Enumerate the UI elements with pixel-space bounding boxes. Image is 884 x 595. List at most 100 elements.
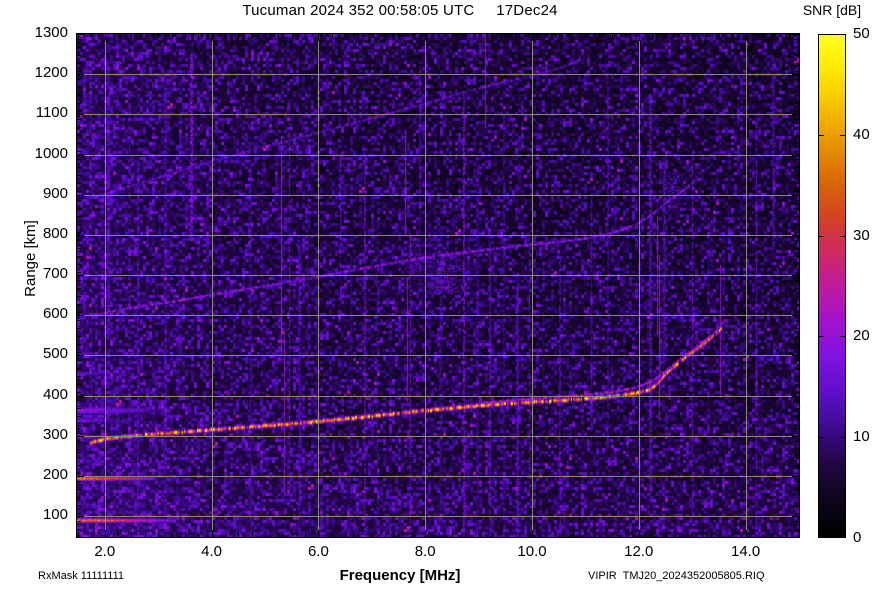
tick-mark xyxy=(638,533,640,537)
tick-mark xyxy=(77,223,81,225)
y-tick-label: 1300 xyxy=(34,24,68,41)
tick-mark xyxy=(77,287,81,289)
tick-mark xyxy=(795,512,799,514)
tick-mark xyxy=(558,34,560,38)
tick-mark xyxy=(795,263,799,265)
ionogram-canvas xyxy=(77,34,799,537)
tick-mark xyxy=(77,234,84,236)
tick-mark xyxy=(451,533,453,537)
tick-mark xyxy=(795,368,799,370)
tick-mark xyxy=(77,464,81,466)
tick-mark xyxy=(795,360,799,362)
tick-mark xyxy=(158,533,160,537)
tick-mark xyxy=(77,395,84,397)
rxmask-label: RxMask 11111111 xyxy=(38,570,125,582)
tick-mark xyxy=(371,34,373,38)
y-tick-label: 600 xyxy=(42,305,68,323)
tick-mark xyxy=(291,34,293,38)
tick-mark xyxy=(795,440,799,442)
tick-mark xyxy=(77,355,84,357)
tick-mark xyxy=(795,119,799,121)
tick-mark xyxy=(77,432,81,434)
tick-mark xyxy=(385,34,387,38)
tick-mark xyxy=(585,34,587,38)
tick-mark xyxy=(558,533,560,537)
tick-mark xyxy=(795,62,799,64)
tick-mark xyxy=(795,38,799,40)
tick-mark xyxy=(77,384,81,386)
colorbar-tick-label: 20 xyxy=(853,327,870,345)
tick-mark xyxy=(795,528,799,530)
tick-mark xyxy=(705,533,707,537)
y-tick-label: 300 xyxy=(42,425,68,443)
tick-mark xyxy=(411,34,413,38)
x-tick-label: 6.0 xyxy=(307,543,329,560)
tick-mark xyxy=(612,34,614,38)
tick-mark xyxy=(795,207,799,209)
tick-mark xyxy=(251,34,253,38)
tick-mark xyxy=(795,424,799,426)
tick-mark xyxy=(77,34,84,35)
tick-mark xyxy=(77,488,81,490)
tick-mark xyxy=(77,496,81,498)
tick-mark xyxy=(795,215,799,217)
ionogram-plot xyxy=(76,33,800,538)
tick-mark xyxy=(171,533,173,537)
tick-mark xyxy=(795,537,799,538)
tick-mark xyxy=(795,448,799,450)
tick-mark xyxy=(78,34,80,38)
tick-mark xyxy=(198,533,200,537)
tick-mark xyxy=(598,533,600,537)
tick-mark xyxy=(264,533,266,537)
tick-mark xyxy=(678,34,680,38)
tick-mark xyxy=(585,533,587,537)
tick-mark xyxy=(291,533,293,537)
tick-mark xyxy=(411,533,413,537)
tick-mark xyxy=(451,34,453,38)
tick-mark xyxy=(505,34,507,38)
tick-mark xyxy=(184,34,186,38)
tick-mark xyxy=(77,448,81,450)
tick-mark xyxy=(77,392,81,394)
tick-mark xyxy=(77,315,84,317)
tick-mark xyxy=(77,528,81,530)
tick-mark xyxy=(795,111,799,113)
tick-mark xyxy=(77,320,81,322)
colorbar-tick-mark xyxy=(818,336,824,338)
y-tick-label: 1000 xyxy=(34,144,68,162)
tick-mark xyxy=(104,34,106,38)
tick-mark xyxy=(77,424,81,426)
tick-mark xyxy=(425,533,427,537)
tick-mark xyxy=(198,34,200,38)
tick-mark xyxy=(77,312,81,314)
tick-mark xyxy=(795,312,799,314)
tick-mark xyxy=(77,336,81,338)
tick-mark xyxy=(795,70,799,72)
tick-mark xyxy=(77,54,81,56)
tick-mark xyxy=(792,395,799,397)
tick-mark xyxy=(795,231,799,233)
tick-mark xyxy=(795,320,799,322)
tick-mark xyxy=(795,271,799,273)
tick-mark xyxy=(77,215,81,217)
y-axis-title: Range [km] xyxy=(21,220,39,297)
y-tick-label: 1100 xyxy=(35,104,68,122)
tick-mark xyxy=(77,263,81,265)
tick-mark xyxy=(718,34,720,38)
tick-mark xyxy=(425,34,427,38)
tick-mark xyxy=(77,516,84,518)
tick-mark xyxy=(278,533,280,537)
colorbar-tick-label: 30 xyxy=(853,226,870,244)
tick-mark xyxy=(77,183,81,185)
tick-mark xyxy=(795,46,799,48)
tick-mark xyxy=(792,516,799,518)
tick-mark xyxy=(77,151,81,153)
tick-mark xyxy=(77,328,81,330)
x-tick-label: 8.0 xyxy=(414,543,436,560)
tick-mark xyxy=(491,533,493,537)
tick-mark xyxy=(792,475,799,477)
y-tick-label: 900 xyxy=(42,184,68,202)
tick-mark xyxy=(77,239,81,241)
tick-mark xyxy=(795,183,799,185)
tick-mark xyxy=(77,416,81,418)
